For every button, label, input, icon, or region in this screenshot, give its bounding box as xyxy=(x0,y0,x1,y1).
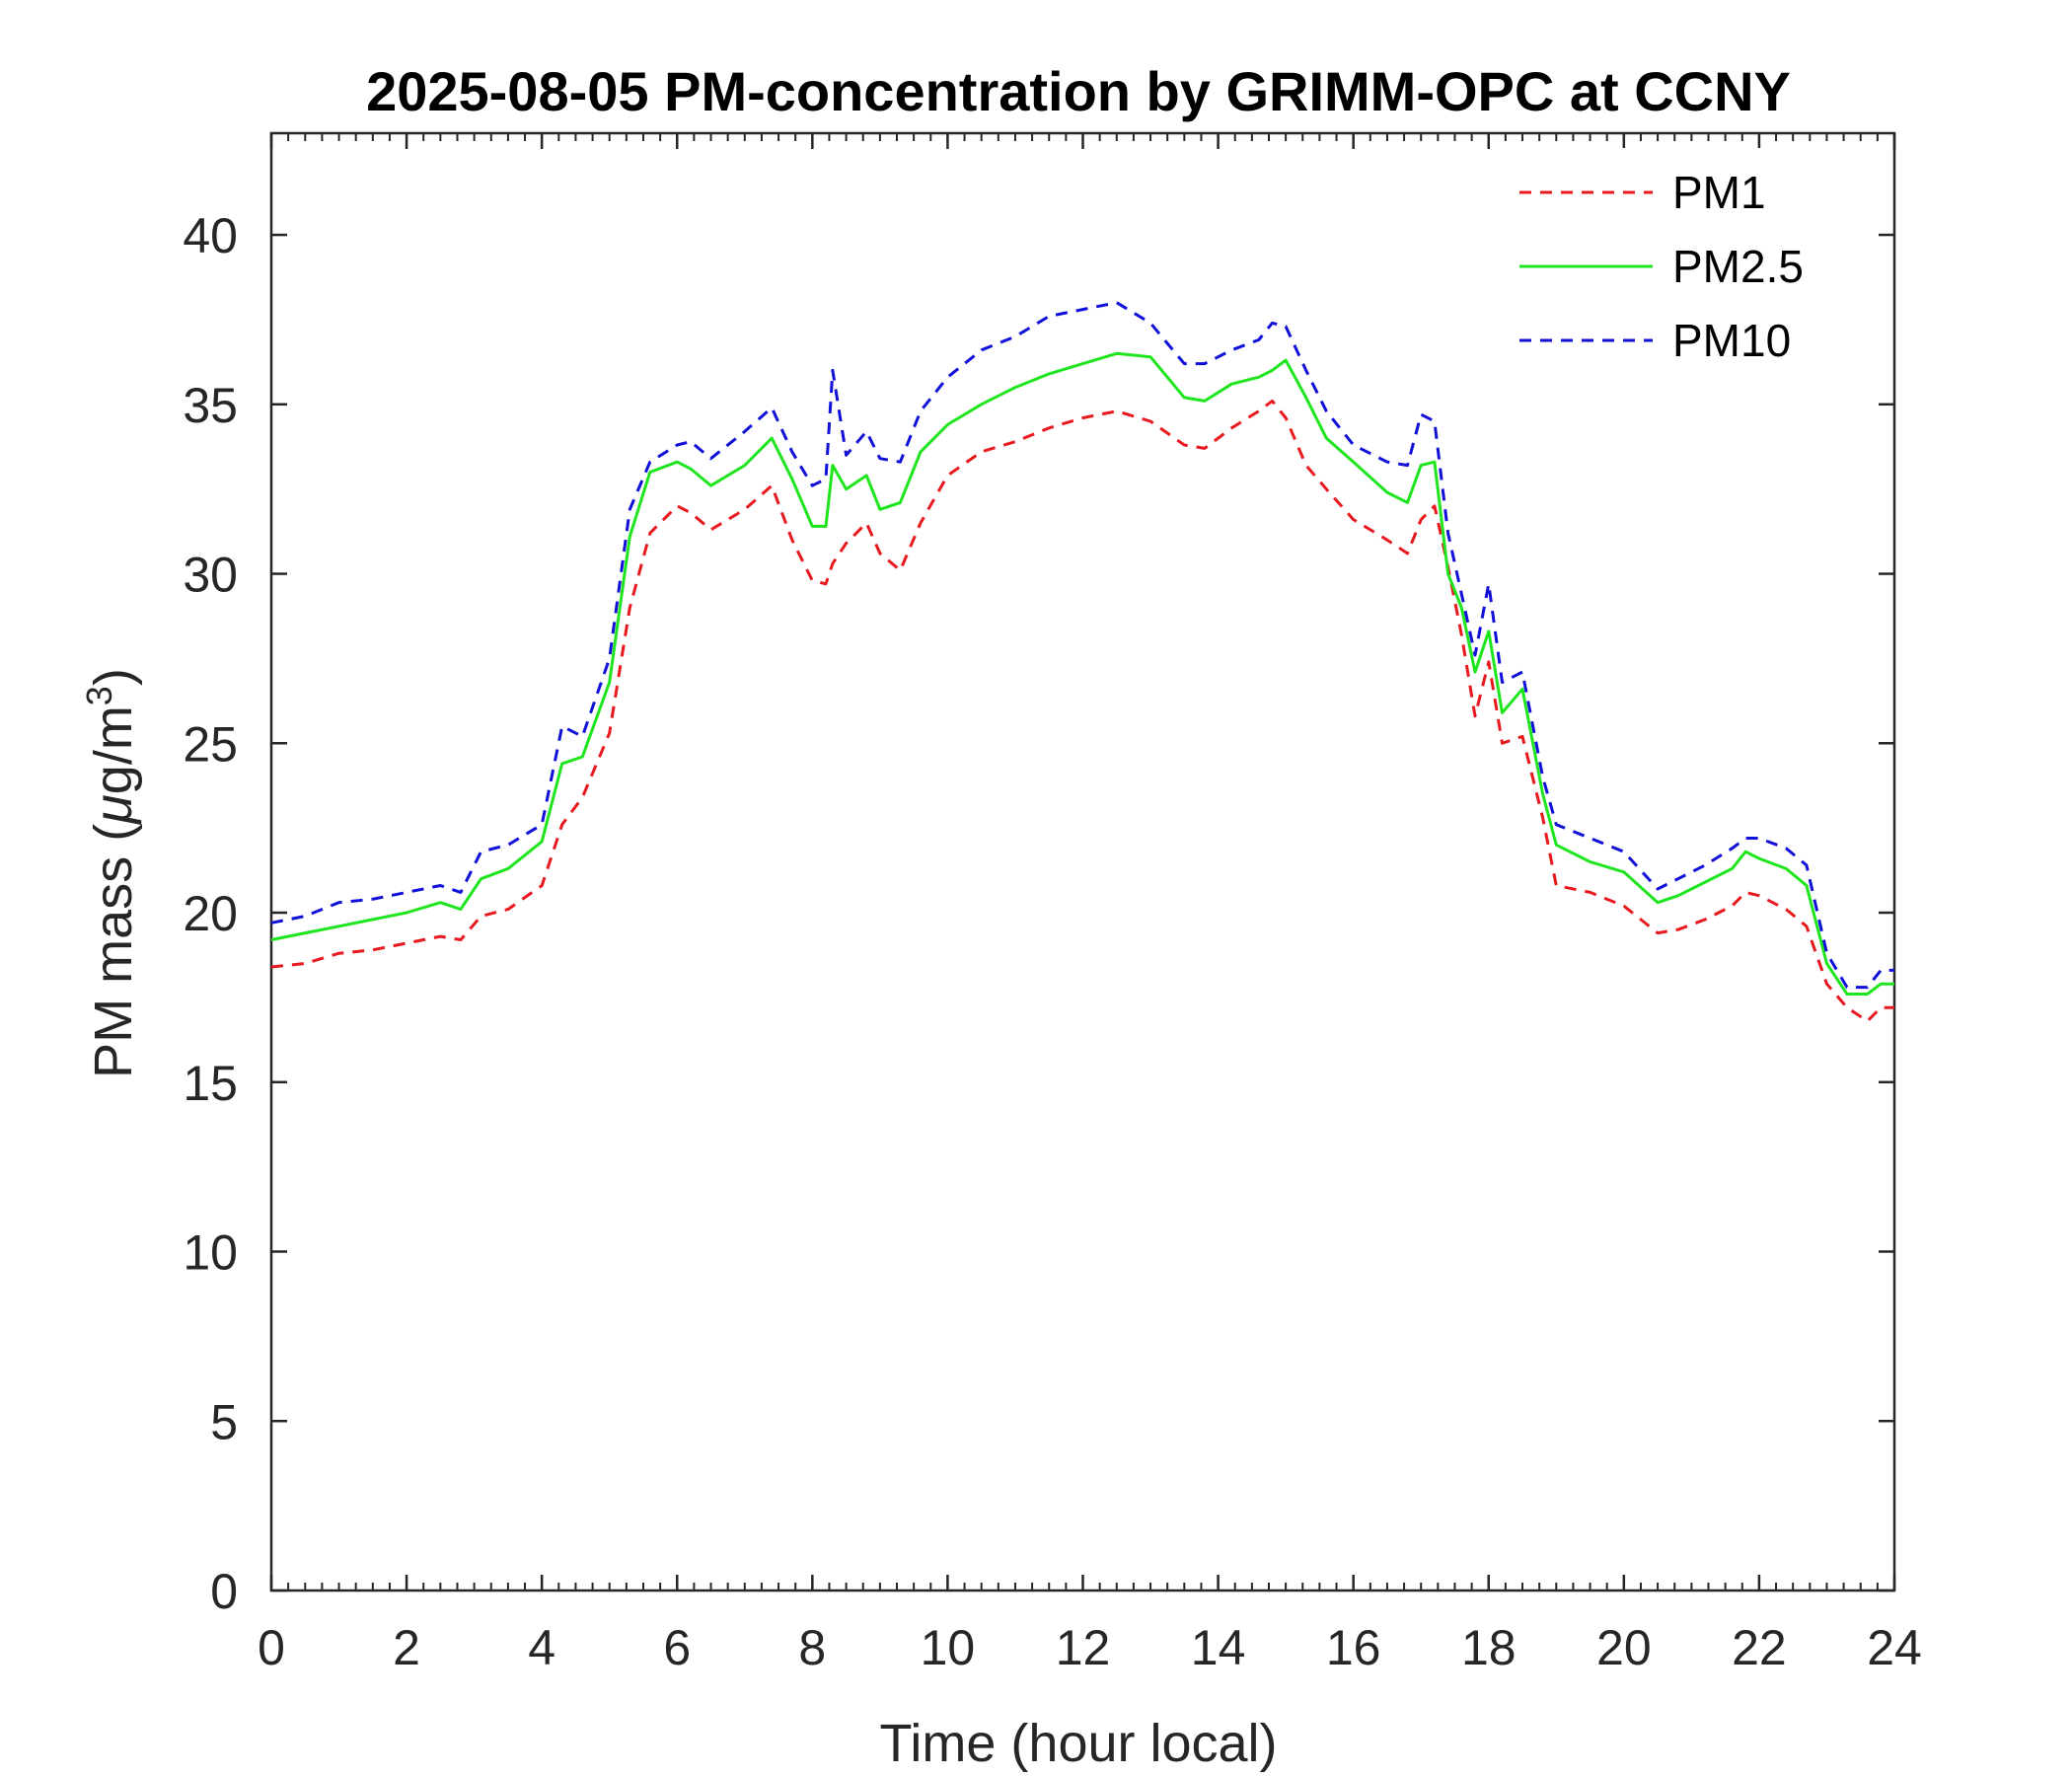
x-tick-label: 24 xyxy=(1867,1620,1922,1675)
series-line-pm10 xyxy=(270,301,1894,990)
x-tick-label: 10 xyxy=(921,1620,976,1675)
y-tick-label: 40 xyxy=(183,208,238,263)
y-axis-title-unit: g/m xyxy=(84,705,143,794)
x-tick-label: 4 xyxy=(528,1620,555,1675)
series-line-pm1 xyxy=(270,399,1894,1023)
y-tick-label: 30 xyxy=(183,548,238,603)
y-axis-title-superscript: 3 xyxy=(79,686,119,705)
legend: PM1 PM2.5 PM10 xyxy=(1510,148,1865,390)
y-axis-title-suffix: ) xyxy=(84,668,143,686)
x-axis-title: Time (hour local) xyxy=(879,1714,1277,1773)
x-tick-label: 14 xyxy=(1191,1620,1246,1675)
x-tick-label: 0 xyxy=(258,1620,285,1675)
series-line-pm2-5 xyxy=(270,351,1894,996)
series-layer xyxy=(270,301,1894,1023)
y-tick-label: 0 xyxy=(210,1564,238,1619)
legend-label-pm10: PM10 xyxy=(1672,315,1791,366)
y-tick-label: 20 xyxy=(183,886,238,941)
x-tick-label: 6 xyxy=(663,1620,691,1675)
y-axis-title: PM mass (μg/m3) xyxy=(79,668,144,1078)
x-tick-label: 22 xyxy=(1732,1620,1787,1675)
axes-box xyxy=(269,131,1896,1592)
legend-label-pm1: PM1 xyxy=(1672,167,1766,218)
x-tick-label: 8 xyxy=(798,1620,826,1675)
chart-title: 2025-08-05 PM-concentration by GRIMM-OPC… xyxy=(366,60,1791,122)
x-tick-label: 20 xyxy=(1596,1620,1652,1675)
legend-label-pm2-5: PM2.5 xyxy=(1672,241,1804,292)
y-axis-title-mu: μ xyxy=(84,794,143,826)
y-tick-label: 25 xyxy=(183,716,238,772)
legend-background xyxy=(1510,148,1865,390)
y-tick-label: 5 xyxy=(210,1394,238,1449)
x-tick-label: 12 xyxy=(1056,1620,1111,1675)
x-tick-label: 18 xyxy=(1461,1620,1517,1675)
y-axis-title-prefix: PM mass ( xyxy=(84,824,143,1078)
x-tick-label: 16 xyxy=(1326,1620,1381,1675)
y-tick-label: 35 xyxy=(183,378,238,433)
y-tick-label: 15 xyxy=(183,1056,238,1111)
y-tick-label: 10 xyxy=(183,1225,238,1281)
x-tick-label: 2 xyxy=(393,1620,420,1675)
